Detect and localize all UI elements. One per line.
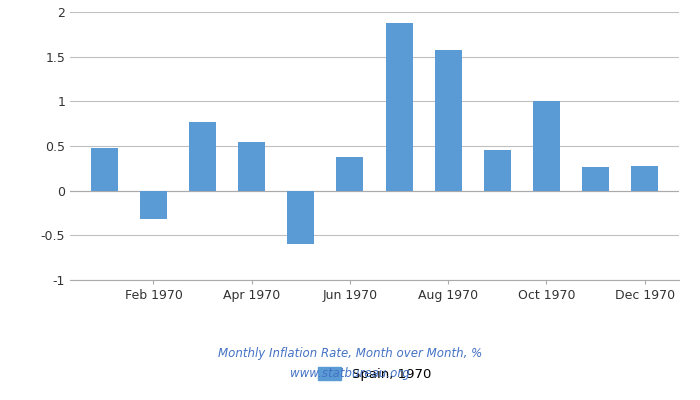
Bar <box>287 191 314 244</box>
Text: www.statbureau.org: www.statbureau.org <box>290 368 410 380</box>
Bar <box>484 150 511 191</box>
Bar <box>91 148 118 191</box>
Legend: Spain, 1970: Spain, 1970 <box>318 367 431 381</box>
Bar <box>533 101 560 191</box>
Bar <box>238 142 265 191</box>
Bar <box>140 191 167 219</box>
Text: Monthly Inflation Rate, Month over Month, %: Monthly Inflation Rate, Month over Month… <box>218 348 482 360</box>
Bar <box>386 23 412 191</box>
Bar <box>337 157 363 191</box>
Bar <box>631 166 658 191</box>
Bar <box>189 122 216 191</box>
Bar <box>582 168 609 191</box>
Bar <box>435 50 462 191</box>
